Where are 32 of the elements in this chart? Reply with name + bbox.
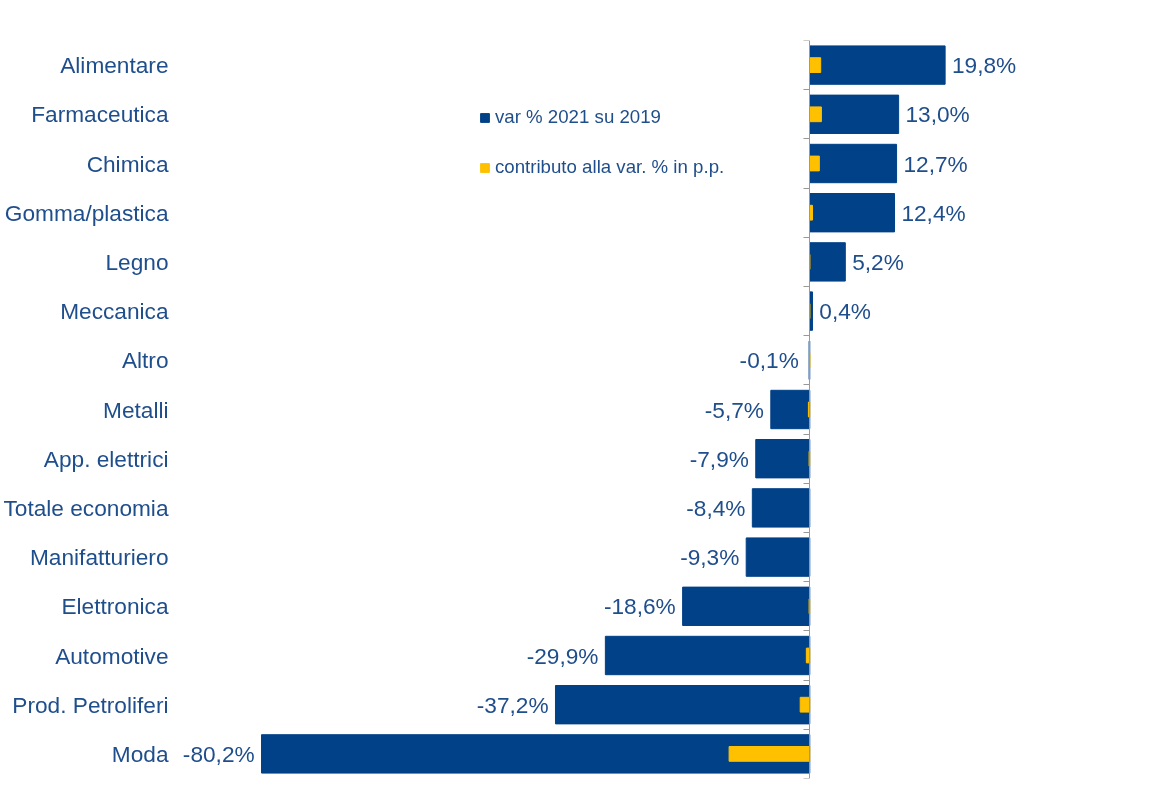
data-label: 5,2% [852,248,904,275]
y-tick-label: Totale economia [3,494,169,521]
data-label: 13,0% [905,101,970,128]
data-label: -8,4% [686,494,746,521]
y-tick-label: Gomma/plastica [4,199,169,226]
y-tick-label: Metalli [103,396,169,423]
data-label: -5,7% [704,396,764,423]
y-tick-label: Moda [111,740,169,767]
data-label: -0,1% [739,347,799,374]
y-tick-label: Manifatturiero [29,544,169,571]
data-label: 19,8% [951,52,1017,79]
y-tick-label: Alimentare [60,52,169,79]
data-label: 0,4% [819,298,872,325]
y-tick-label: Meccanica [60,298,169,325]
data-label: -37,2% [476,691,549,718]
legend-label: contributo alla var. % in p.p. [495,156,725,178]
y-tick-label: Altro [121,347,169,374]
y-tick-label: Legno [105,248,169,275]
y-tick-label: Chimica [86,150,169,177]
data-label: -9,3% [680,544,740,571]
legend-label: var % 2021 su 2019 [495,106,661,128]
y-tick-label: App. elettrici [43,445,169,472]
y-tick-label: Farmaceutica [31,101,169,128]
data-label: -29,9% [526,642,599,669]
data-label: -80,2% [182,740,255,767]
data-label: 12,7% [903,150,968,177]
data-label: 12,4% [901,199,966,226]
data-label: -18,6% [603,593,676,620]
y-tick-label: Prod. Petroliferi [12,691,169,718]
y-tick-label: Elettronica [61,593,169,620]
y-tick-label: Automotive [55,642,169,669]
data-label: -7,9% [689,445,749,472]
